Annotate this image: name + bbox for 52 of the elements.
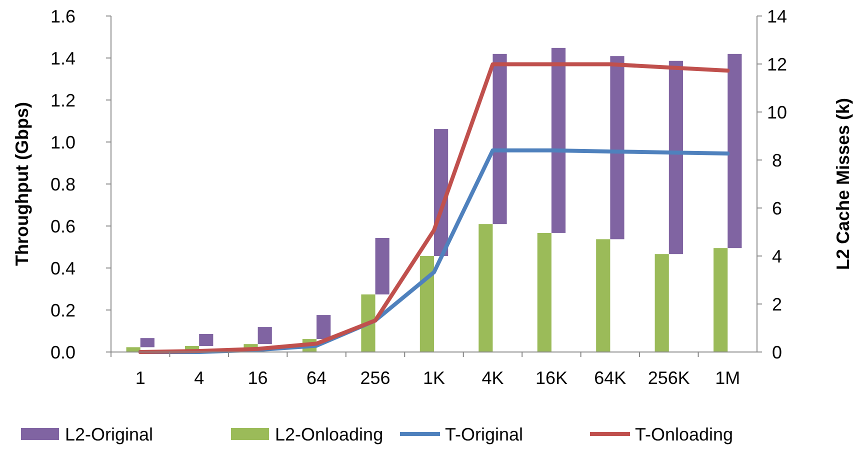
y2-axis-title: L2 Cache Misses (k) xyxy=(833,98,853,270)
legend-label: L2-Onloading xyxy=(275,424,384,444)
bar xyxy=(551,48,566,233)
y-tick-label: 0.2 xyxy=(50,300,76,320)
bar xyxy=(420,256,434,352)
x-tick-label: 4 xyxy=(194,368,204,388)
bar xyxy=(375,238,390,294)
y2-tick-label: 10 xyxy=(766,102,788,122)
x-tick-label: 256 xyxy=(360,368,390,388)
y2-tick-label: 12 xyxy=(766,54,788,74)
bar xyxy=(140,338,154,348)
y2-tick-label: 6 xyxy=(772,198,782,218)
x-tick-label: 1M xyxy=(715,368,740,388)
y-tick-label: 1.0 xyxy=(50,132,76,152)
y2-tick-label: 4 xyxy=(772,246,782,266)
bar xyxy=(478,224,493,352)
bar xyxy=(199,334,214,346)
x-tick-label: 4K xyxy=(482,368,504,388)
y-tick-label: 1.6 xyxy=(50,6,76,26)
bar xyxy=(537,232,552,352)
y2-tick-label: 8 xyxy=(772,150,782,170)
x-tick-label: 256K xyxy=(648,368,690,388)
x-tick-label: 64K xyxy=(594,368,626,388)
bar xyxy=(316,315,331,340)
x-tick-label: 64 xyxy=(306,368,327,388)
legend-label: T-Onloading xyxy=(635,424,734,444)
y2-tick-label: 14 xyxy=(766,6,788,26)
bar xyxy=(714,248,728,352)
x-tick-label: 1K xyxy=(422,368,446,388)
x-tick-label: 16 xyxy=(248,368,268,388)
y-tick-label: 0.4 xyxy=(50,258,76,278)
bar xyxy=(361,294,376,352)
y-axis-title: Throughput (Gbps) xyxy=(12,102,32,266)
y-tick-label: 1.2 xyxy=(50,90,76,110)
y-tick-label: 0.0 xyxy=(50,342,76,362)
bar xyxy=(668,60,684,254)
bar xyxy=(654,254,669,352)
legend-label: L2-Original xyxy=(65,424,154,444)
x-tick-label: 1 xyxy=(135,368,146,388)
legend-label: T-Original xyxy=(445,424,524,444)
y-tick-label: 1.4 xyxy=(50,48,76,68)
bar xyxy=(728,54,742,248)
x-tick-label: 16K xyxy=(535,368,568,388)
bar xyxy=(492,54,507,224)
y-tick-label: 0.6 xyxy=(50,216,76,236)
y2-tick-label: 0 xyxy=(772,342,782,362)
bar xyxy=(610,56,624,240)
y-tick-label: 0.8 xyxy=(50,174,76,194)
y2-tick-label: 2 xyxy=(772,294,782,314)
bar xyxy=(258,327,272,344)
bar xyxy=(596,239,610,352)
line-series xyxy=(138,62,730,354)
